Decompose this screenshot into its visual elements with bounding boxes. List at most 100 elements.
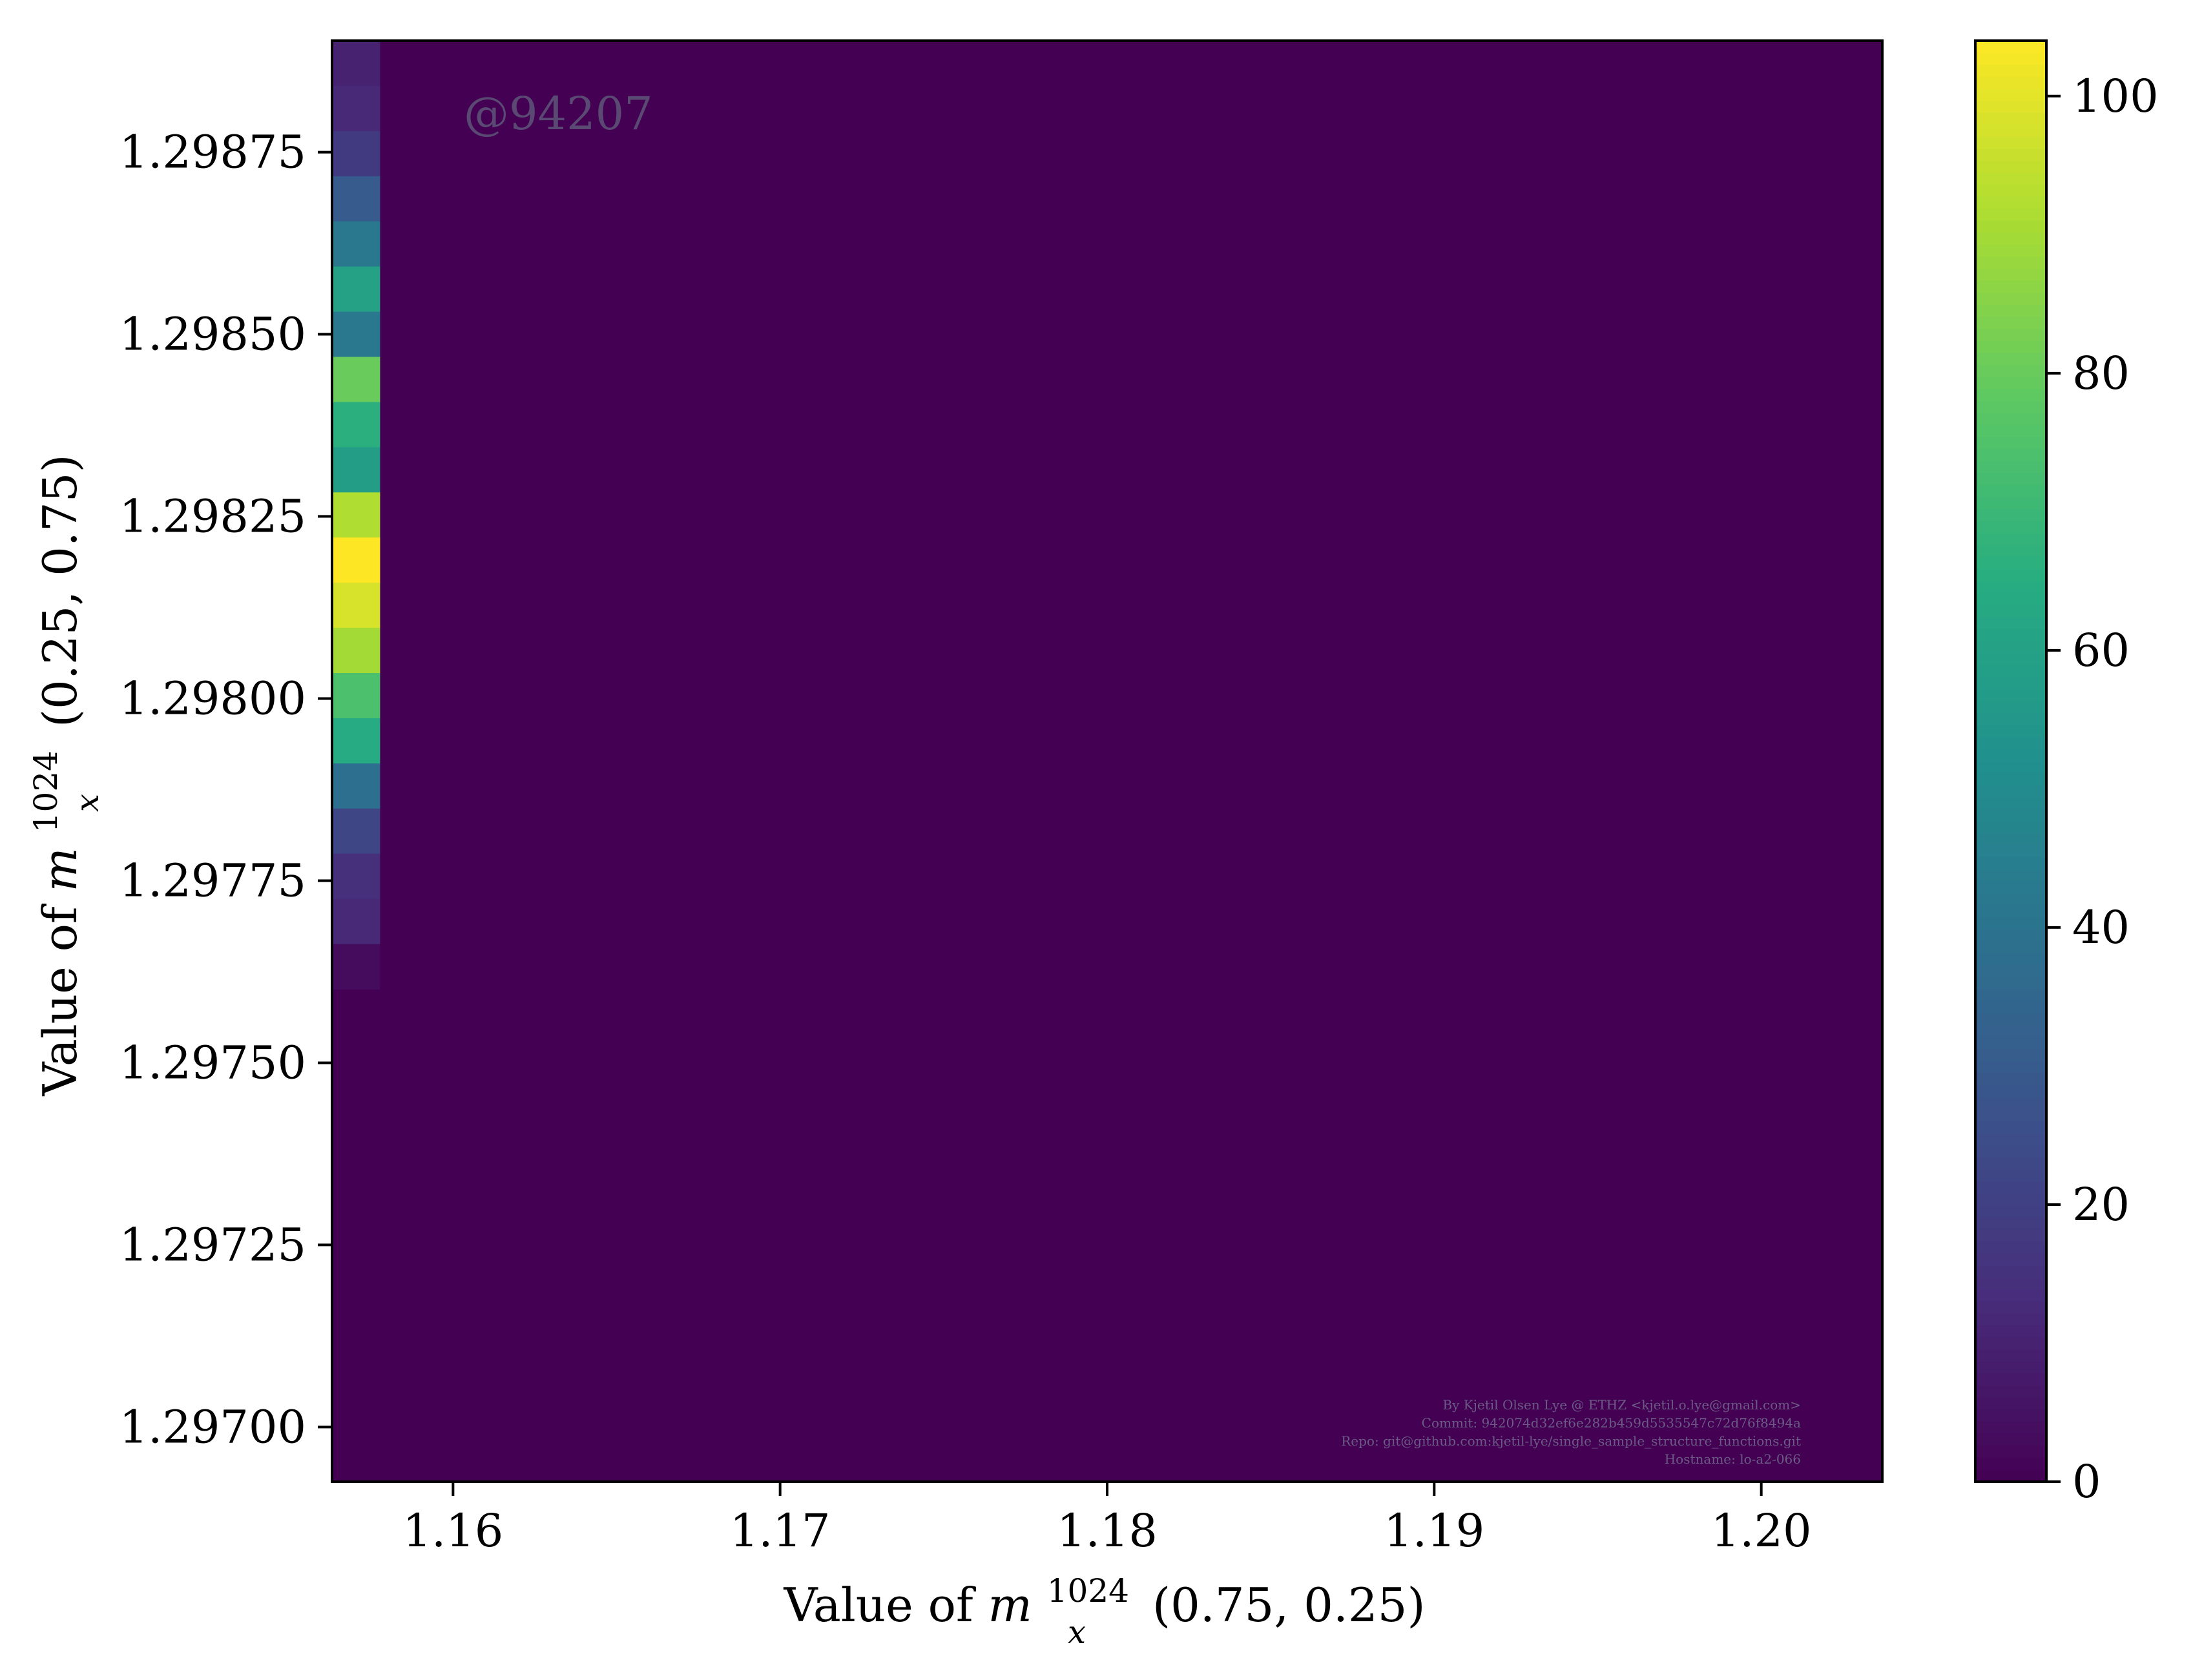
heatmap-background: [332, 41, 1882, 1482]
colorbar-segment: [1975, 628, 2046, 642]
x-tick-label: 1.17: [730, 1504, 831, 1557]
colorbar-segment: [1975, 256, 2046, 270]
colorbar-segment: [1975, 209, 2046, 222]
heatmap-cell: [332, 176, 380, 222]
colorbar-segment: [1975, 196, 2046, 210]
colorbar-segment: [1975, 569, 2046, 582]
watermark-text: @94207: [464, 87, 653, 140]
colorbar-segment: [1975, 497, 2046, 510]
colorbar-frame: [1974, 39, 2048, 1483]
colorbar-segment: [1975, 1061, 2046, 1074]
colorbar-tick-label: 80: [2072, 347, 2130, 400]
x-axis-title-arg: (0.75, 0.25): [1152, 1578, 1426, 1632]
colorbar-segment: [1975, 1193, 2046, 1207]
colorbar-segment: [1975, 1422, 2046, 1435]
colorbar-segment: [1975, 917, 2046, 930]
colorbar-segment: [1975, 701, 2046, 714]
colorbar-segment: [1975, 845, 2046, 858]
colorbar-segment: [1975, 713, 2046, 726]
heatmap-cell: [332, 537, 380, 583]
colorbar-segment: [1975, 1313, 2046, 1327]
colorbar-segment: [1975, 1145, 2046, 1158]
colorbar-segment: [1975, 1253, 2046, 1267]
colorbar-segment: [1975, 749, 2046, 762]
colorbar-segment: [1975, 653, 2046, 666]
y-tick-label: 1.29825: [120, 490, 306, 543]
colorbar-segment: [1975, 581, 2046, 594]
heatmap-cell: [332, 944, 380, 990]
colorbar-segment: [1975, 773, 2046, 786]
colorbar-segment: [1975, 1169, 2046, 1183]
colorbar-segment: [1975, 437, 2046, 450]
colorbar-segment: [1975, 1433, 2046, 1447]
colorbar-segment: [1975, 149, 2046, 161]
y-axis-title: Value of m 1024 x (0.25, 0.75): [14, 454, 109, 1096]
x-axis-title-sub: x: [1068, 1613, 1086, 1651]
colorbar-segment: [1975, 965, 2046, 978]
colorbar-segment: [1975, 185, 2046, 198]
colorbar-segment: [1975, 1469, 2046, 1482]
colorbar-segment: [1975, 557, 2046, 570]
y-tick-label: 1.29750: [120, 1036, 306, 1089]
colorbar-segment: [1975, 857, 2046, 870]
colorbar-segment: [1975, 400, 2046, 414]
colorbar-segment: [1975, 269, 2046, 282]
heatmap-cell: [332, 628, 380, 674]
heatmap-cell: [332, 673, 380, 719]
colorbar-segment: [1975, 533, 2046, 546]
y-tick-label: 1.29700: [120, 1400, 306, 1453]
colorbar-segment: [1975, 353, 2046, 366]
colorbar-segment: [1975, 1001, 2046, 1014]
colorbar-segment: [1975, 737, 2046, 750]
colorbar-segment: [1975, 1205, 2046, 1218]
colorbar-segment: [1975, 1049, 2046, 1063]
colorbar-segment: [1975, 172, 2046, 185]
footer-line: Repo: git@github.com:kjetil-lye/single_s…: [1341, 1433, 1801, 1449]
y-tick-label: 1.29875: [120, 126, 306, 179]
colorbar-segment: [1975, 41, 2046, 54]
colorbar-segment: [1975, 1362, 2046, 1374]
colorbar-segment: [1975, 1325, 2046, 1338]
colorbar-segment: [1975, 953, 2046, 966]
colorbar-segment: [1975, 689, 2046, 702]
colorbar: [1974, 39, 2048, 1483]
colorbar-segment: [1975, 136, 2046, 150]
y-axis: 1.29700 1.29725 1.29750 1.29775 1.29800 1.298…: [120, 126, 332, 1453]
footer-credits: By Kjetil Olsen Lye @ ETHZ <kjetil.o.lye…: [1341, 1397, 1801, 1467]
y-tick-label: 1.29800: [120, 672, 306, 725]
colorbar-segment: [1975, 1397, 2046, 1411]
colorbar-segment: [1975, 833, 2046, 846]
heatmap-cell: [332, 266, 380, 313]
heatmap-cell: [332, 130, 380, 177]
x-axis: 1.16 1.17 1.18 1.19 1.20: [402, 1482, 1812, 1557]
colorbar-segment: [1975, 424, 2046, 438]
y-axis-title-prefix: Value of: [33, 891, 87, 1096]
colorbar-segment: [1975, 1133, 2046, 1146]
colorbar-tick-label: 100: [2072, 70, 2159, 123]
colorbar-segment: [1975, 509, 2046, 522]
colorbar-axis: 0 20 40 60 80 100: [2046, 70, 2159, 1508]
colorbar-segment: [1975, 377, 2046, 389]
colorbar-segment: [1975, 1277, 2046, 1291]
colorbar-segment: [1975, 1097, 2046, 1110]
colorbar-segment: [1975, 1229, 2046, 1242]
colorbar-segment: [1975, 484, 2046, 498]
x-tick-label: 1.18: [1057, 1504, 1158, 1557]
x-axis-title-sup: 1024: [1047, 1572, 1129, 1610]
heatmap-cell: [332, 41, 380, 87]
heatmap-cell: [332, 447, 380, 493]
colorbar-segment: [1975, 245, 2046, 258]
x-tick-label: 1.20: [1711, 1504, 1812, 1557]
y-axis-title-arg: (0.25, 0.75): [33, 454, 87, 727]
colorbar-segment: [1975, 52, 2046, 65]
footer-line: Hostname: lo-a2-066: [1665, 1451, 1801, 1467]
colorbar-tick-label: 0: [2072, 1455, 2101, 1508]
colorbar-segment: [1975, 821, 2046, 834]
colorbar-segment: [1975, 1409, 2046, 1422]
colorbar-segment: [1975, 389, 2046, 402]
heatmap-cell: [332, 898, 380, 945]
colorbar-tick-label: 20: [2072, 1178, 2130, 1231]
colorbar-segment: [1975, 1109, 2046, 1123]
colorbar-segment: [1975, 1073, 2046, 1086]
colorbar-segment: [1975, 521, 2046, 534]
